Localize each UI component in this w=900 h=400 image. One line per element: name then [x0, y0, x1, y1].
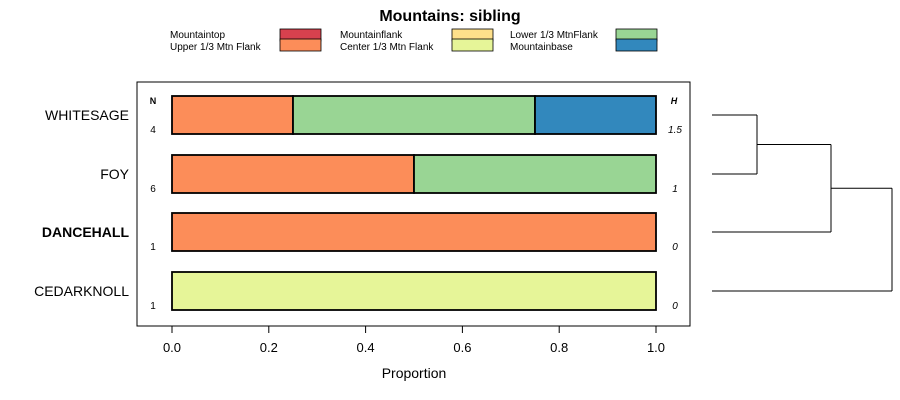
- n-column-header: N: [150, 96, 157, 106]
- h-column-header: H: [671, 96, 678, 106]
- bar-segment: [171, 95, 294, 135]
- legend-label: Lower 1/3 MtnFlank: [510, 30, 599, 41]
- row-n-value: 1: [150, 301, 156, 312]
- x-tick-label: 0.8: [550, 340, 568, 355]
- x-axis: 0.0 0.2 0.4 0.6 0.8 1.0: [163, 326, 665, 355]
- row-h-value: 0: [672, 242, 678, 253]
- row-label: DANCEHALL: [42, 224, 130, 240]
- legend-label: Mountainbase: [510, 42, 573, 53]
- row-label: CEDARKNOLL: [34, 283, 129, 299]
- row-label: FOY: [100, 166, 129, 182]
- bar-rows: WHITESAGE 4 1.5 FOY 6 1 DANCEHALL 1 0 CEDARKNOLL 1…: [34, 95, 682, 312]
- chart-title: Mountains: sibling: [379, 8, 520, 25]
- x-tick-label: 1.0: [647, 340, 665, 355]
- row-label: WHITESAGE: [45, 107, 129, 123]
- legend-swatch: [615, 38, 658, 52]
- legend-label: Mountaintop: [170, 30, 225, 41]
- x-tick-label: 0.0: [163, 340, 181, 355]
- x-tick-label: 0.6: [453, 340, 471, 355]
- bar-segment: [292, 95, 536, 135]
- bar-segment: [171, 212, 657, 252]
- legend-label: Upper 1/3 Mtn Flank: [170, 42, 262, 53]
- row-h-value: 1.5: [668, 125, 682, 136]
- x-tick-label: 0.2: [260, 340, 278, 355]
- legend-swatch: [279, 38, 322, 52]
- row-n-value: 6: [150, 184, 156, 195]
- dendrogram: [712, 114, 893, 292]
- row-n-value: 1: [150, 242, 156, 253]
- bar-segment: [171, 154, 415, 194]
- plot-frame: [136, 81, 691, 327]
- bar-segment: [413, 154, 657, 194]
- bar-segment: [171, 271, 657, 311]
- row-n-value: 4: [150, 125, 156, 136]
- legend-label: Center 1/3 Mtn Flank: [340, 42, 434, 53]
- row-h-value: 0: [672, 301, 678, 312]
- bar-segment: [534, 95, 657, 135]
- legend-swatch: [451, 38, 494, 52]
- row-h-value: 1: [672, 184, 678, 195]
- x-axis-label: Proportion: [382, 365, 447, 381]
- x-tick-label: 0.4: [357, 340, 375, 355]
- legend-label: Mountainflank: [340, 30, 403, 41]
